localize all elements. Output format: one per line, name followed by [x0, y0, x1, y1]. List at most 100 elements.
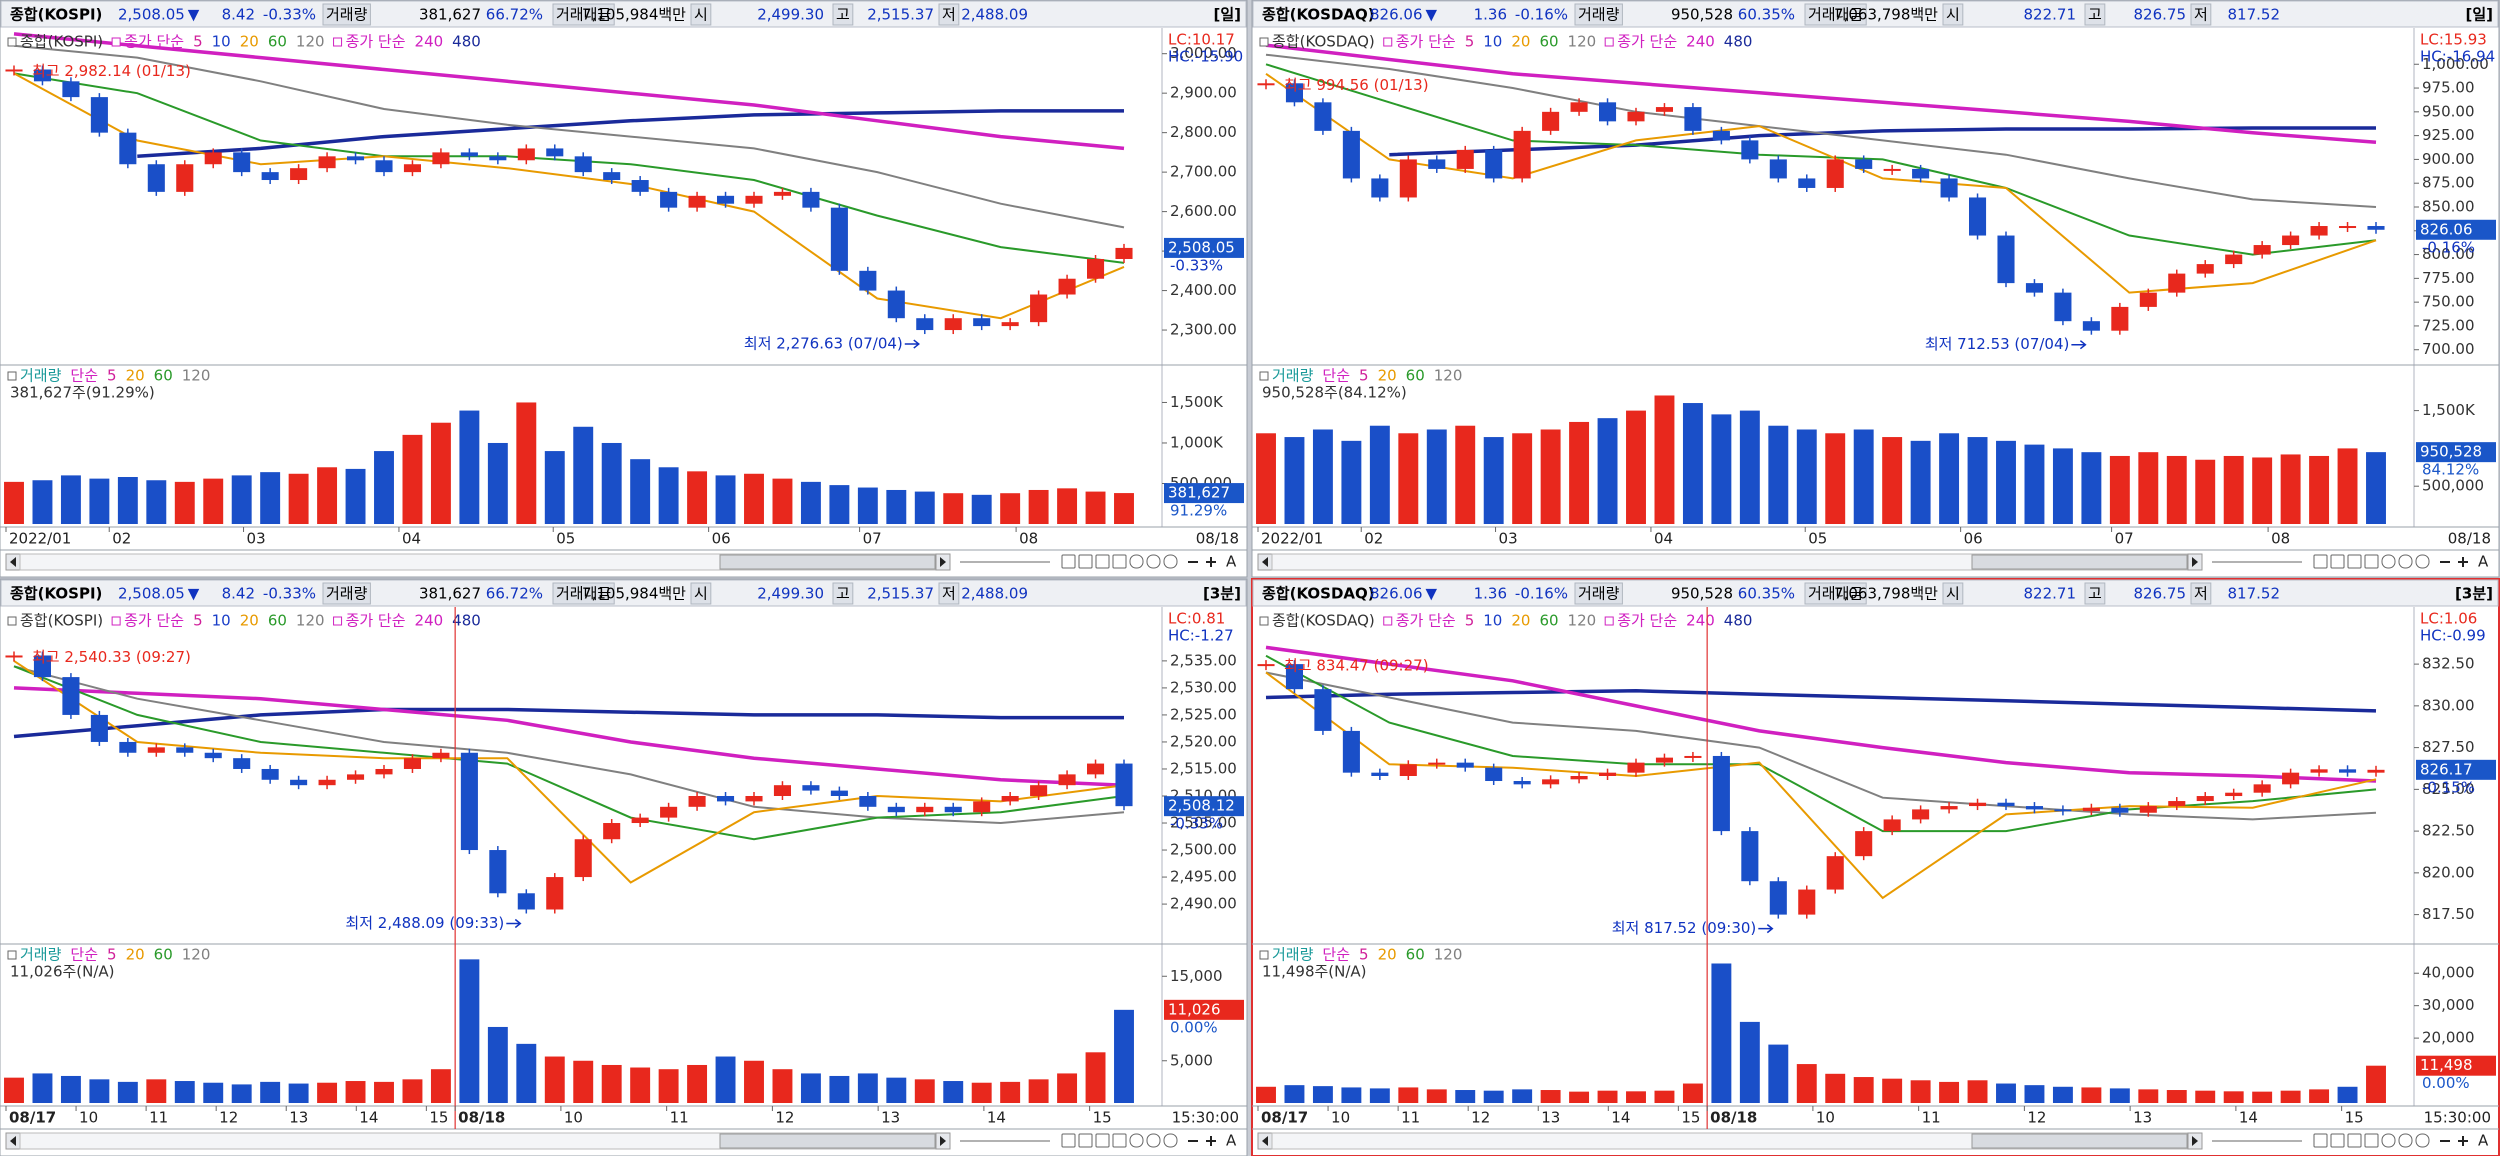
zoom-in-icon[interactable] [2458, 1136, 2468, 1146]
toolbar-icon[interactable] [1163, 554, 1178, 569]
scroll-thumb[interactable] [1971, 554, 2188, 570]
toolbar-icon[interactable] [2364, 1133, 2379, 1148]
toolbar-icon[interactable] [2347, 1133, 2362, 1148]
volume-bar [630, 459, 651, 524]
legend-text: 60 [1539, 33, 1558, 51]
legend-text: 120 [296, 612, 325, 630]
toolbar-icon[interactable] [1078, 554, 1093, 569]
toolbar-font-button[interactable]: A [1226, 553, 1237, 571]
candle [2054, 809, 2072, 812]
x-tick-label: 07 [863, 530, 882, 548]
x-tick-label: 06 [712, 530, 731, 548]
candle [2111, 807, 2129, 813]
change-arrow: ▼ [188, 585, 200, 603]
legend-marker [1259, 37, 1269, 47]
toolbar-icon[interactable] [2398, 1133, 2413, 1148]
price-box-percent: -0.33% [1170, 815, 1223, 833]
toolbar-icon[interactable] [2347, 554, 2362, 569]
volume-box [2416, 442, 2496, 463]
candle [1826, 159, 1844, 188]
header-label: 거래량 [1578, 6, 1620, 24]
candle [1257, 83, 1275, 86]
toolbar-icon[interactable] [1112, 554, 1127, 569]
candle [2367, 226, 2385, 230]
toolbar-icon[interactable] [2398, 554, 2413, 569]
volume-bar [829, 1075, 850, 1103]
toolbar-icon[interactable] [1078, 1133, 1093, 1148]
toolbar-icon[interactable] [1129, 1133, 1144, 1148]
candle [2339, 769, 2357, 773]
volume-bar [2052, 1086, 2073, 1103]
change-percent: -0.33% [263, 585, 316, 603]
x-tick-label: 14 [987, 1109, 1006, 1127]
volume-ratio: 66.72% [486, 6, 543, 24]
chart-panel: 종합(KOSPI) 2,508.05 ▼ 8.42 -0.33% 거래량 381,627 66… [0, 578, 1248, 1156]
y-tick-label: 3,000.00 [1170, 44, 1237, 62]
toolbar-icon[interactable] [1095, 554, 1110, 569]
zoom-in-icon[interactable] [1206, 1136, 1216, 1146]
chart-panel: 종합(KOSDAQ)826.06 ▼ 1.36 -0.16% 거래량 950,528 60.… [1251, 578, 2500, 1156]
toolbar-icon[interactable] [1146, 554, 1161, 569]
candle [147, 164, 165, 192]
header-bar [1252, 579, 2499, 607]
volume-bar [1597, 1090, 1618, 1103]
volume-bar [601, 442, 622, 524]
legend-text: 단순 [70, 367, 98, 385]
candle [1058, 278, 1076, 295]
legend-text: 종합(KOSPI) [20, 33, 103, 51]
volume-bar [1312, 429, 1333, 524]
toolbar-icon[interactable] [2381, 554, 2396, 569]
legend-text: 20 [1378, 367, 1397, 385]
candle [1883, 168, 1901, 171]
toolbar-icon[interactable] [1146, 1133, 1161, 1148]
volume-bar [2366, 1065, 2386, 1103]
scroll-thumb[interactable] [719, 1133, 936, 1149]
toolbar-icon[interactable] [2330, 1133, 2345, 1148]
zoom-in-icon[interactable] [1206, 557, 1216, 567]
toolbar-icon[interactable] [2381, 1133, 2396, 1148]
header-label-box [1942, 582, 1964, 605]
candle [1542, 779, 1560, 785]
x-tick-label: 13 [289, 1109, 308, 1127]
toolbar-icon[interactable] [2313, 1133, 2328, 1148]
candle [2282, 772, 2300, 785]
moving-average-line [13, 665, 1125, 841]
y-tick-label: 975.00 [2422, 79, 2475, 97]
toolbar-icon[interactable] [2364, 554, 2379, 569]
toolbar-icon[interactable] [1061, 1133, 1076, 1148]
scroll-thumb[interactable] [1971, 1133, 2188, 1149]
legend-text: 20 [240, 33, 259, 51]
toolbar-font-button[interactable]: A [1226, 1132, 1237, 1150]
header-label-box [2084, 3, 2106, 26]
volume-bar [1483, 437, 1504, 524]
x-tick-label: 14 [359, 1109, 378, 1127]
candle [717, 795, 735, 802]
scroll-thumb[interactable] [719, 554, 936, 570]
toolbar-font-button[interactable]: A [2478, 1132, 2489, 1150]
toolbar-font-button[interactable]: A [2478, 553, 2489, 571]
header-label: 거래대금 [1808, 585, 1863, 603]
toolbar-icon[interactable] [1129, 554, 1144, 569]
candle [489, 156, 507, 161]
toolbar-icon[interactable] [1095, 1133, 1110, 1148]
toolbar-icon[interactable] [2330, 554, 2345, 569]
legend-text: 480 [1724, 33, 1753, 51]
toolbar-icon[interactable] [2415, 554, 2430, 569]
toolbar-icon[interactable] [1061, 554, 1076, 569]
candle [802, 785, 820, 791]
candle [660, 806, 678, 818]
moving-average-line [1265, 671, 2377, 900]
toolbar-icon[interactable] [1163, 1133, 1178, 1148]
volume-total: 11,026주(N/A) [10, 963, 115, 981]
candle [517, 893, 535, 910]
toolbar-icon[interactable] [1112, 1133, 1127, 1148]
zoom-in-icon[interactable] [2458, 557, 2468, 567]
candle [1314, 689, 1332, 731]
toolbar-icon[interactable] [2313, 554, 2328, 569]
toolbar-icon[interactable] [2415, 1133, 2430, 1148]
y-tick-label: 500,000 [2422, 477, 2484, 495]
header-label: 시 [1946, 585, 1960, 603]
legend-text: 120 [1568, 612, 1597, 630]
candle [1058, 774, 1076, 786]
volume-box-label: 11,498 [2420, 1056, 2473, 1074]
